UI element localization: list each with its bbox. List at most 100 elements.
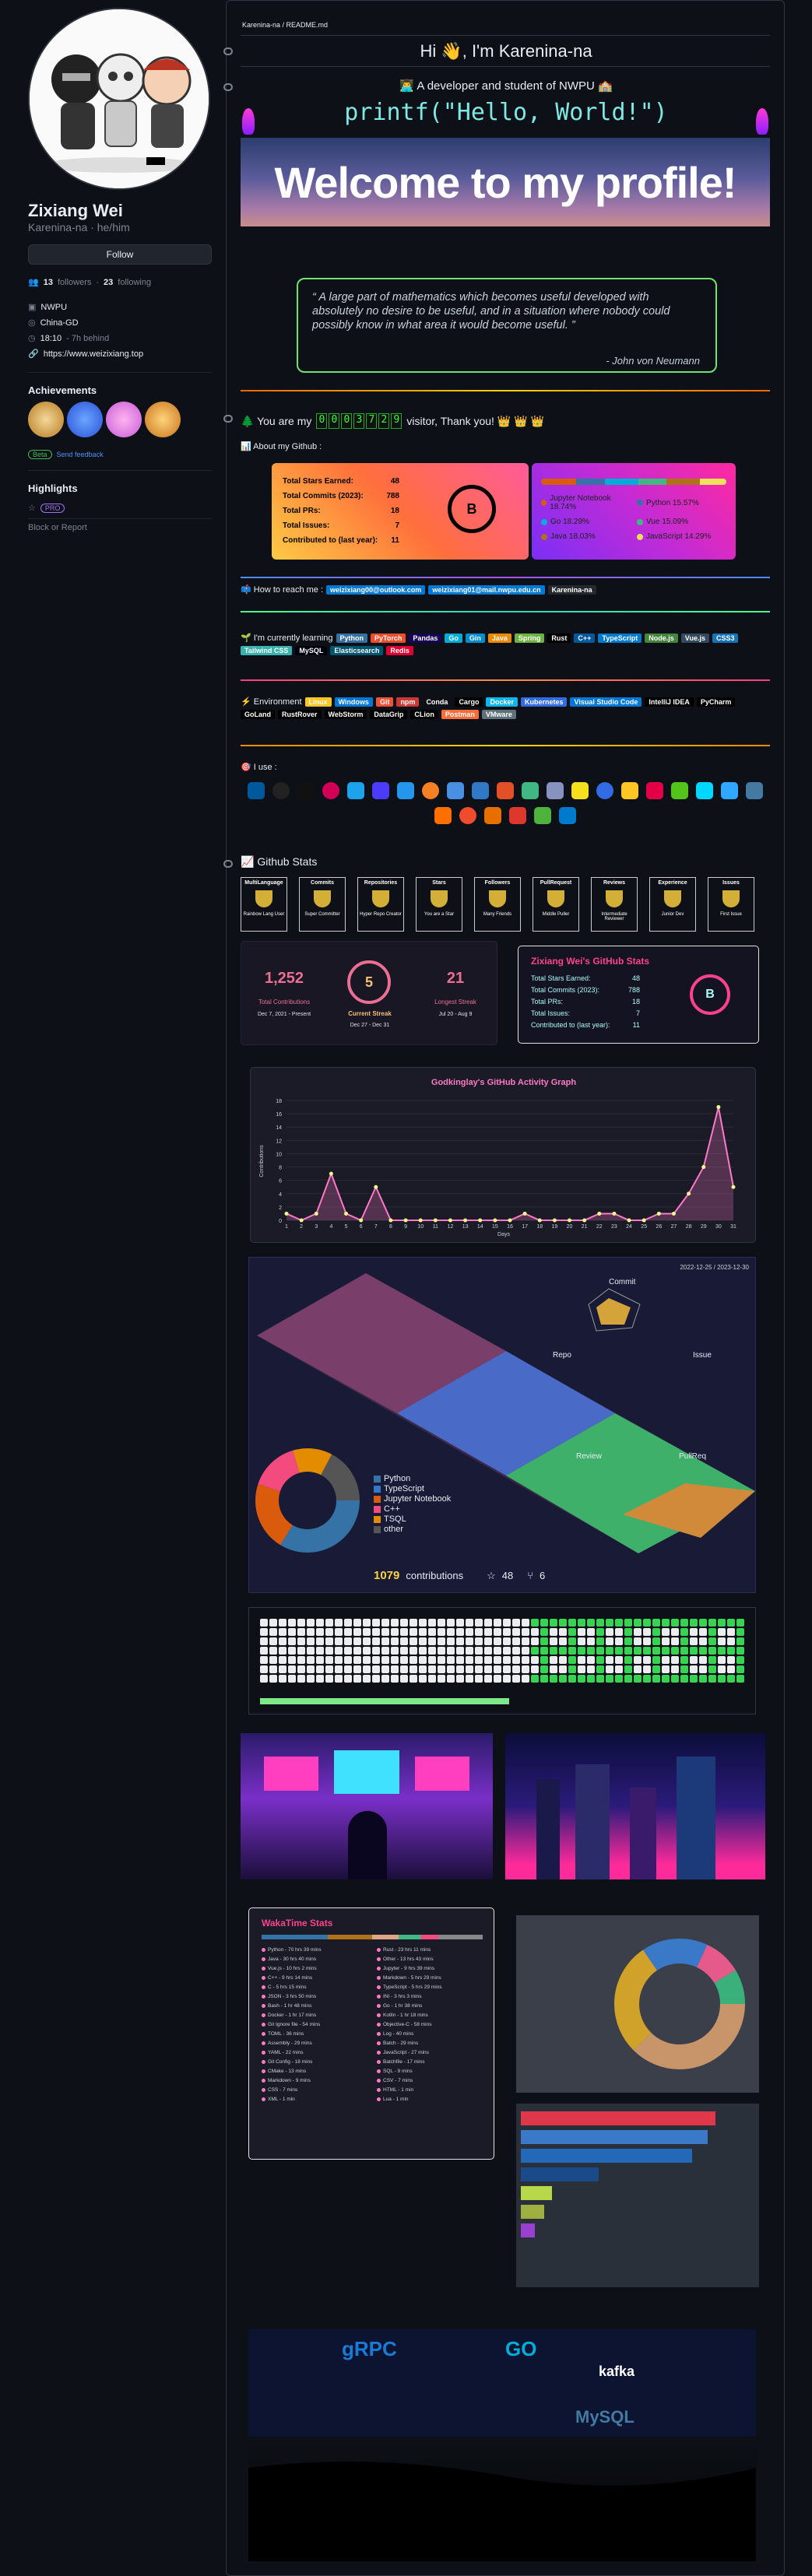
follow-button[interactable]: Follow	[28, 244, 212, 265]
avatar[interactable]	[28, 8, 210, 190]
contribution-cell	[736, 1628, 744, 1636]
learning-tag[interactable]: Redis	[386, 646, 413, 655]
wakatime-label: JavaScript - 27 mins	[383, 2050, 429, 2055]
environment-tag[interactable]: WebStorm	[324, 710, 367, 719]
learning-tag[interactable]: MySQL	[295, 646, 328, 655]
trophy-icon	[664, 890, 681, 907]
environment-tag[interactable]: IntelliJ IDEA	[645, 697, 694, 707]
environment-tag[interactable]: Windows	[334, 697, 373, 707]
environment-tag[interactable]: Postman	[441, 710, 479, 719]
environment-tag[interactable]: Linux	[304, 697, 332, 707]
achievement-badge[interactable]	[145, 402, 181, 437]
lang-dot	[262, 2069, 265, 2073]
java-icon	[347, 782, 364, 799]
learning-tag[interactable]: Java	[487, 633, 511, 643]
x-tick-label: 17	[522, 1224, 528, 1230]
learning-tag[interactable]: Python	[336, 633, 368, 643]
legend-item: Jupyter Notebook	[374, 1494, 451, 1504]
cpp-icon	[248, 782, 265, 799]
following-label[interactable]: following	[118, 277, 152, 287]
followers-label[interactable]: followers	[57, 277, 92, 287]
lang-dot	[262, 1976, 265, 1980]
legend-label: Jupyter Notebook	[384, 1494, 452, 1504]
contribution-cell	[587, 1647, 595, 1655]
location-icon: ◎	[28, 318, 36, 328]
lang-dot	[262, 2023, 265, 2027]
contribution-cell	[484, 1675, 492, 1683]
contribution-cell	[260, 1637, 268, 1645]
contribution-cell	[466, 1637, 473, 1645]
website-link[interactable]: https://www.weizixiang.top	[43, 349, 144, 359]
environment-tag[interactable]: DataGrip	[370, 710, 408, 719]
star-icon: ☆	[28, 504, 36, 513]
trophy-sub: You are a Star	[424, 912, 455, 917]
learning-tag[interactable]: Rust	[547, 633, 571, 643]
learning-tag[interactable]: PyTorch	[371, 633, 406, 643]
breadcrumb[interactable]: Karenina-na / README.md	[242, 21, 329, 29]
following-count[interactable]: 23	[104, 277, 114, 287]
block-report-link[interactable]: Block or Report	[28, 523, 87, 532]
link-icon[interactable]	[223, 415, 233, 423]
achievement-badge[interactable]	[67, 402, 103, 437]
learning-tag[interactable]: TypeScript	[598, 633, 642, 643]
contribution-cell	[699, 1619, 707, 1627]
nwpu-mail-badge[interactable]: weizixiang01@mail.nwpu.edu.cn	[428, 584, 545, 595]
learning-tag[interactable]: Go	[445, 633, 462, 643]
environment-tag[interactable]: Cargo	[455, 697, 483, 707]
achievement-badge[interactable]	[106, 402, 142, 437]
divider	[241, 66, 770, 67]
x-tick-label: 9	[404, 1224, 407, 1230]
learning-tag[interactable]: Tailwind CSS	[241, 646, 293, 655]
learning-tag[interactable]: Node.js	[645, 633, 678, 643]
vscode-icon	[559, 807, 576, 824]
link-icon[interactable]	[223, 83, 233, 91]
achievement-badge[interactable]	[28, 402, 64, 437]
learning-tag[interactable]: CSS3	[712, 633, 739, 643]
pytorch-icon	[459, 807, 476, 824]
wakatime-item: CSS - 7 mins	[262, 2087, 372, 2093]
environment-tag[interactable]: VMware	[481, 710, 516, 719]
environment-tag[interactable]: CLion	[410, 710, 438, 719]
data-point	[374, 1184, 378, 1189]
link-icon[interactable]	[223, 47, 233, 55]
contribution-cell	[307, 1628, 315, 1636]
send-feedback-link[interactable]: Send feedback	[56, 451, 104, 458]
learning-tag[interactable]: Gin	[465, 633, 485, 643]
contribution-cell	[596, 1665, 604, 1673]
environment-tag[interactable]: Git	[375, 697, 394, 707]
link-icon[interactable]	[223, 860, 233, 868]
environment-tag[interactable]: Docker	[486, 697, 518, 707]
github-badge[interactable]: Karenina-na	[547, 584, 596, 595]
contribution-cell	[307, 1619, 315, 1627]
learning-tag[interactable]: Elasticsearch	[330, 646, 384, 655]
wakatime-item: XML - 1 min	[262, 2097, 372, 2102]
learning-tag[interactable]: Pandas	[409, 633, 442, 643]
learning-tag[interactable]: Spring	[514, 633, 545, 643]
environment-tag[interactable]: Conda	[426, 697, 448, 706]
environment-tag[interactable]: Kubernetes	[520, 697, 568, 707]
rust-icon	[272, 782, 290, 799]
profile-name: Zixiang Wei	[28, 201, 123, 220]
followers-count[interactable]: 13	[43, 277, 53, 287]
environment-tag[interactable]: GoLand	[241, 710, 275, 719]
trophy-title: MultiLanguage	[244, 880, 283, 886]
contribution-cell	[503, 1647, 511, 1655]
contribution-cell	[662, 1619, 670, 1627]
learning-tag[interactable]: C++	[574, 633, 596, 643]
contribution-cell	[456, 1656, 464, 1664]
environment-tag[interactable]: npm	[396, 697, 420, 707]
contribution-cell	[344, 1656, 352, 1664]
x-tick-label: 1	[285, 1224, 288, 1230]
welcome-banner: Welcome to my profile!	[241, 138, 770, 226]
environment-tag[interactable]: RustRover	[278, 710, 322, 719]
language-donut	[516, 1915, 759, 2093]
stats-card-title: Zixiang Wei's GitHub Stats	[531, 956, 649, 967]
environment-tag[interactable]: Visual Studio Code	[570, 697, 642, 707]
legend-label: C++	[384, 1504, 400, 1514]
outlook-badge[interactable]: weizixiang00@outlook.com	[326, 584, 426, 595]
environment-tag[interactable]: PyCharm	[696, 697, 736, 707]
contribution-cell	[708, 1619, 716, 1627]
stat-label: Total Stars Earned:	[531, 974, 591, 982]
learning-tag[interactable]: Vue.js	[680, 633, 709, 643]
radar-label: Review	[576, 1452, 602, 1461]
